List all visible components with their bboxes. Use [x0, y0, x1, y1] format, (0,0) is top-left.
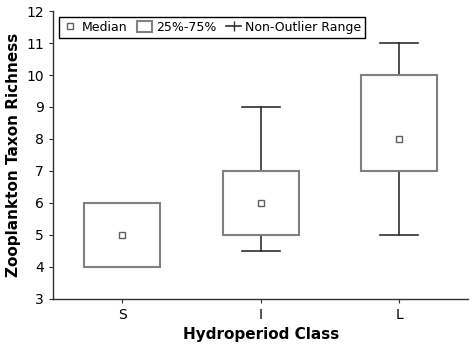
Bar — [361, 75, 438, 171]
Legend: Median, 25%-75%, Non-Outlier Range: Median, 25%-75%, Non-Outlier Range — [59, 17, 365, 38]
Bar — [84, 203, 160, 267]
Bar — [223, 171, 299, 235]
Y-axis label: Zooplankton Taxon Richness: Zooplankton Taxon Richness — [6, 33, 20, 277]
X-axis label: Hydroperiod Class: Hydroperiod Class — [182, 327, 339, 342]
